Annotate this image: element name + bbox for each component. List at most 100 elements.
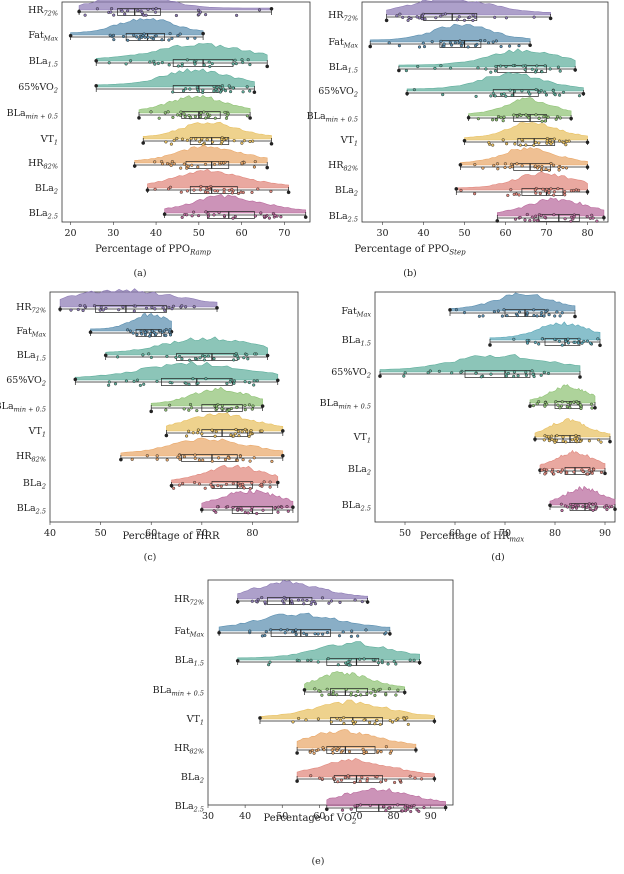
series-0: HR72% xyxy=(28,0,274,18)
data-point xyxy=(552,163,556,167)
data-point xyxy=(227,408,231,412)
label-main: BLa xyxy=(17,503,36,514)
data-point xyxy=(139,329,143,333)
category-label: BLa1.5 xyxy=(329,62,358,75)
data-point xyxy=(396,688,400,692)
series-4: VT1 xyxy=(186,699,437,727)
data-point xyxy=(542,438,546,442)
data-point xyxy=(531,404,535,408)
data-point xyxy=(216,484,220,488)
data-point xyxy=(379,750,383,754)
label-main: Percentage of PPO xyxy=(354,244,449,255)
data-point xyxy=(213,189,217,193)
data-point xyxy=(453,41,457,45)
data-point xyxy=(223,110,227,114)
data-point xyxy=(421,41,425,45)
data-point xyxy=(145,454,149,458)
data-point xyxy=(239,506,243,510)
x-tick-label: 30 xyxy=(107,228,119,239)
data-point xyxy=(388,719,392,723)
data-point xyxy=(240,161,244,165)
series-2: BLa1.5 xyxy=(29,43,270,69)
data-point xyxy=(250,481,254,485)
density-cloud xyxy=(95,68,255,88)
category-label: BLa1.5 xyxy=(29,56,58,69)
data-point xyxy=(555,434,559,438)
data-point xyxy=(189,115,193,119)
data-point xyxy=(101,308,105,312)
data-point xyxy=(501,119,505,123)
data-point xyxy=(153,10,158,14)
data-point xyxy=(564,166,569,170)
data-point xyxy=(141,141,146,145)
data-point xyxy=(242,139,246,143)
data-point xyxy=(591,502,595,506)
data-point xyxy=(297,659,301,663)
data-point xyxy=(462,311,467,315)
data-point xyxy=(203,162,208,166)
data-point xyxy=(135,333,139,337)
data-point xyxy=(231,505,235,510)
data-point xyxy=(362,718,366,722)
data-point xyxy=(245,353,249,357)
data-point xyxy=(234,352,238,356)
data-point xyxy=(474,44,478,48)
data-point xyxy=(373,693,377,697)
data-point xyxy=(110,7,114,11)
data-point xyxy=(521,64,525,68)
data-point xyxy=(579,406,583,411)
data-point xyxy=(610,505,614,509)
data-point xyxy=(561,166,565,170)
data-point xyxy=(310,600,314,604)
data-point xyxy=(555,310,559,314)
data-point xyxy=(148,332,153,336)
data-point xyxy=(235,354,239,358)
density-cloud xyxy=(59,288,218,308)
data-point xyxy=(450,43,454,47)
data-point xyxy=(179,166,183,170)
data-point xyxy=(412,88,416,92)
density-cloud xyxy=(460,147,588,166)
data-point xyxy=(532,313,536,318)
data-point xyxy=(360,775,364,779)
label-sub: 72% xyxy=(32,307,46,315)
data-point xyxy=(520,164,524,168)
data-point xyxy=(332,747,336,751)
data-point xyxy=(559,470,563,474)
data-point xyxy=(339,718,343,722)
data-point xyxy=(585,215,589,219)
data-point xyxy=(408,774,412,778)
data-point xyxy=(565,405,569,409)
data-point xyxy=(260,404,265,408)
data-point xyxy=(76,307,80,312)
label-sub: 2 xyxy=(53,87,58,95)
data-point xyxy=(420,777,424,781)
data-point xyxy=(252,456,256,460)
category-label: VT1 xyxy=(40,134,58,147)
data-point xyxy=(176,113,180,117)
data-point xyxy=(192,60,196,64)
data-point xyxy=(448,40,452,45)
data-point xyxy=(596,337,600,341)
data-point xyxy=(368,803,372,808)
label-main: BLa xyxy=(29,208,48,219)
data-point xyxy=(500,314,504,318)
density-cloud xyxy=(529,384,596,404)
data-point xyxy=(560,508,564,513)
data-point xyxy=(493,94,497,98)
data-point xyxy=(387,806,391,810)
data-point xyxy=(552,472,556,476)
series-4: VT1 xyxy=(353,418,612,445)
data-point xyxy=(98,308,102,312)
data-point xyxy=(563,217,567,221)
series-7: BLa2 xyxy=(335,171,590,198)
data-point xyxy=(131,331,135,335)
data-point xyxy=(305,598,309,603)
data-point xyxy=(349,691,353,695)
data-point xyxy=(473,15,477,19)
data-point xyxy=(354,693,358,698)
density-cloud xyxy=(147,168,289,189)
data-point xyxy=(232,379,236,383)
data-point xyxy=(321,746,325,750)
label-main: BLa xyxy=(175,655,194,666)
